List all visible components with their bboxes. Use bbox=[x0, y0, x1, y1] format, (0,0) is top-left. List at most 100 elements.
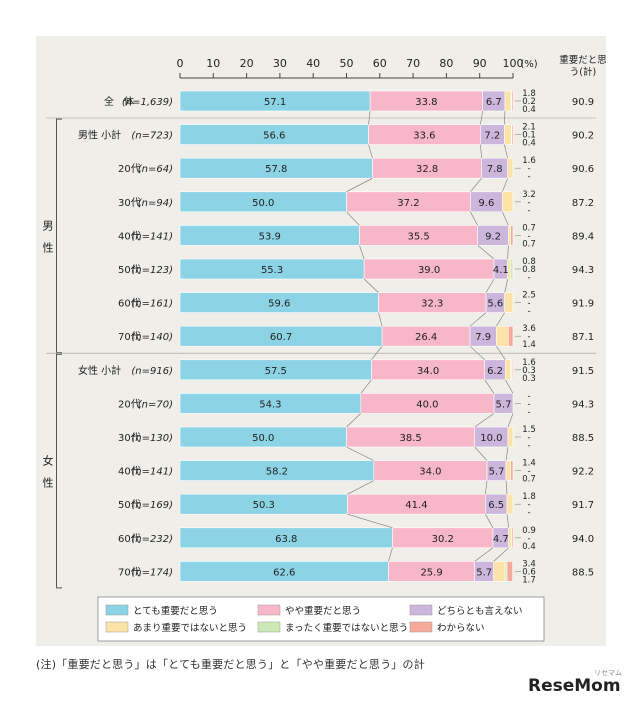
small-value-label: 0.7 bbox=[522, 223, 536, 233]
small-value-label: - bbox=[527, 391, 530, 401]
data-label: 38.5 bbox=[399, 433, 421, 444]
x-tick-label: 70 bbox=[406, 57, 420, 70]
footnote: (注)「重要だと思う」は「とても重要だと思う」と「やや重要だと思う」の計 bbox=[36, 658, 425, 671]
data-label: 63.8 bbox=[275, 534, 297, 545]
connector-line bbox=[347, 513, 393, 529]
small-value-label: 1.6 bbox=[522, 358, 536, 368]
small-value-label: - bbox=[527, 273, 530, 283]
row-label: 30代 bbox=[118, 432, 141, 444]
data-label: 30.2 bbox=[432, 534, 454, 545]
data-label: 5.6 bbox=[487, 299, 503, 310]
data-label: 33.8 bbox=[415, 97, 437, 108]
connector-line bbox=[474, 446, 488, 461]
total-header-line2: う(計) bbox=[570, 66, 596, 78]
total-value: 92.2 bbox=[572, 467, 594, 478]
row-n-label: (n=70) bbox=[138, 399, 173, 410]
x-tick-label: 100 bbox=[503, 57, 524, 70]
bar-segment-4 bbox=[493, 561, 506, 582]
connector-line bbox=[363, 278, 379, 293]
legend-box bbox=[97, 596, 545, 642]
data-label: 56.6 bbox=[263, 131, 285, 142]
total-value: 87.2 bbox=[572, 198, 594, 209]
connector-line bbox=[470, 211, 478, 226]
bar-segment-6 bbox=[511, 90, 514, 112]
group-label-female: 性 bbox=[43, 476, 54, 490]
bar-segment-4 bbox=[504, 90, 512, 112]
bar-segment-6 bbox=[511, 124, 514, 145]
small-value-label: - bbox=[527, 172, 530, 182]
data-label: 35.5 bbox=[407, 231, 429, 242]
small-value-label: 3.6 bbox=[522, 324, 536, 334]
connector-line bbox=[496, 346, 506, 360]
row-n-label: (n=141) bbox=[131, 231, 173, 242]
small-value-label: - bbox=[527, 164, 530, 174]
total-value: 94.3 bbox=[572, 399, 594, 410]
total-value: 91.5 bbox=[572, 366, 594, 377]
bar-segment-6 bbox=[510, 460, 514, 481]
small-value-label: 0.9 bbox=[522, 526, 536, 536]
row-n-label: (n=141) bbox=[131, 467, 173, 478]
small-value-label: 1.8 bbox=[522, 89, 536, 99]
total-header-line1: 重要だと思 bbox=[559, 54, 606, 66]
data-label: 57.5 bbox=[265, 366, 287, 377]
legend-label: とても重要だと思う bbox=[133, 605, 218, 617]
bar-segment-4 bbox=[505, 359, 511, 381]
legend-label: まったく重要ではないと思う bbox=[285, 622, 408, 634]
data-label: 32.3 bbox=[421, 299, 443, 310]
row-label: 20代 bbox=[118, 398, 141, 410]
row-n-label: (n=94) bbox=[138, 198, 173, 209]
brand-logo-sub: リセマム bbox=[594, 669, 622, 677]
connector-line bbox=[359, 245, 365, 260]
row-n-label: (n=916) bbox=[131, 366, 173, 377]
bar-segment-6 bbox=[510, 225, 514, 246]
bar-segment-4 bbox=[507, 426, 514, 448]
bar-segment-4 bbox=[496, 325, 509, 347]
data-label: 62.6 bbox=[273, 567, 295, 578]
data-label: 54.3 bbox=[259, 399, 281, 410]
small-value-label: 0.4 bbox=[522, 105, 536, 115]
connector-line bbox=[493, 547, 509, 562]
x-tick-label: 30 bbox=[273, 57, 287, 70]
bar-segment-4 bbox=[504, 124, 512, 145]
row-n-label: (n=161) bbox=[131, 299, 173, 310]
bar-segment-4 bbox=[508, 225, 511, 246]
small-value-label: - bbox=[527, 534, 530, 544]
group-bracket-top-male bbox=[56, 118, 62, 120]
connector-line bbox=[504, 110, 506, 125]
total-value: 90.6 bbox=[572, 164, 594, 175]
connector-line bbox=[507, 413, 514, 428]
data-label: 34.0 bbox=[417, 366, 439, 377]
bar-segment-3 bbox=[493, 393, 514, 414]
data-label: 41.4 bbox=[405, 500, 427, 511]
x-tick-label: 10 bbox=[206, 57, 220, 70]
data-label: 34.0 bbox=[419, 467, 441, 478]
legend-label: わからない bbox=[437, 623, 485, 634]
data-label: 6.7 bbox=[486, 97, 502, 108]
row-n-label: (n=64) bbox=[138, 164, 173, 175]
small-value-label: 0.8 bbox=[522, 257, 536, 267]
data-label: 55.3 bbox=[261, 265, 283, 276]
row-label: 60代 bbox=[118, 298, 141, 310]
group-label-female: 女 bbox=[43, 454, 54, 468]
small-value-label: 2.1 bbox=[522, 123, 536, 133]
x-tick-label: 40 bbox=[306, 57, 320, 70]
bar-segment-4 bbox=[508, 527, 512, 549]
connector-line bbox=[368, 110, 371, 125]
row-label: 50代 bbox=[118, 264, 141, 276]
small-value-label: 1.4 bbox=[522, 340, 536, 350]
small-value-label: - bbox=[527, 441, 530, 451]
x-tick-label: 20 bbox=[240, 57, 254, 70]
connector-line bbox=[469, 312, 487, 327]
small-value-label: 1.8 bbox=[522, 492, 536, 502]
connector-line bbox=[485, 480, 488, 495]
connector-line bbox=[371, 346, 383, 360]
bar-segment-6 bbox=[511, 359, 513, 381]
connector-line bbox=[502, 178, 508, 192]
row-n-label: (n=140) bbox=[131, 332, 173, 343]
data-label: 5.7 bbox=[476, 567, 492, 578]
chart-panel: 男性女性 0 10 20 30 40 50 60 70 80 90 100 (%) 重要だと思 う(計) 全 … bbox=[36, 36, 606, 646]
connector-line bbox=[469, 345, 485, 361]
small-value-label: 0.8 bbox=[522, 265, 536, 275]
data-label: 6.5 bbox=[488, 500, 504, 511]
